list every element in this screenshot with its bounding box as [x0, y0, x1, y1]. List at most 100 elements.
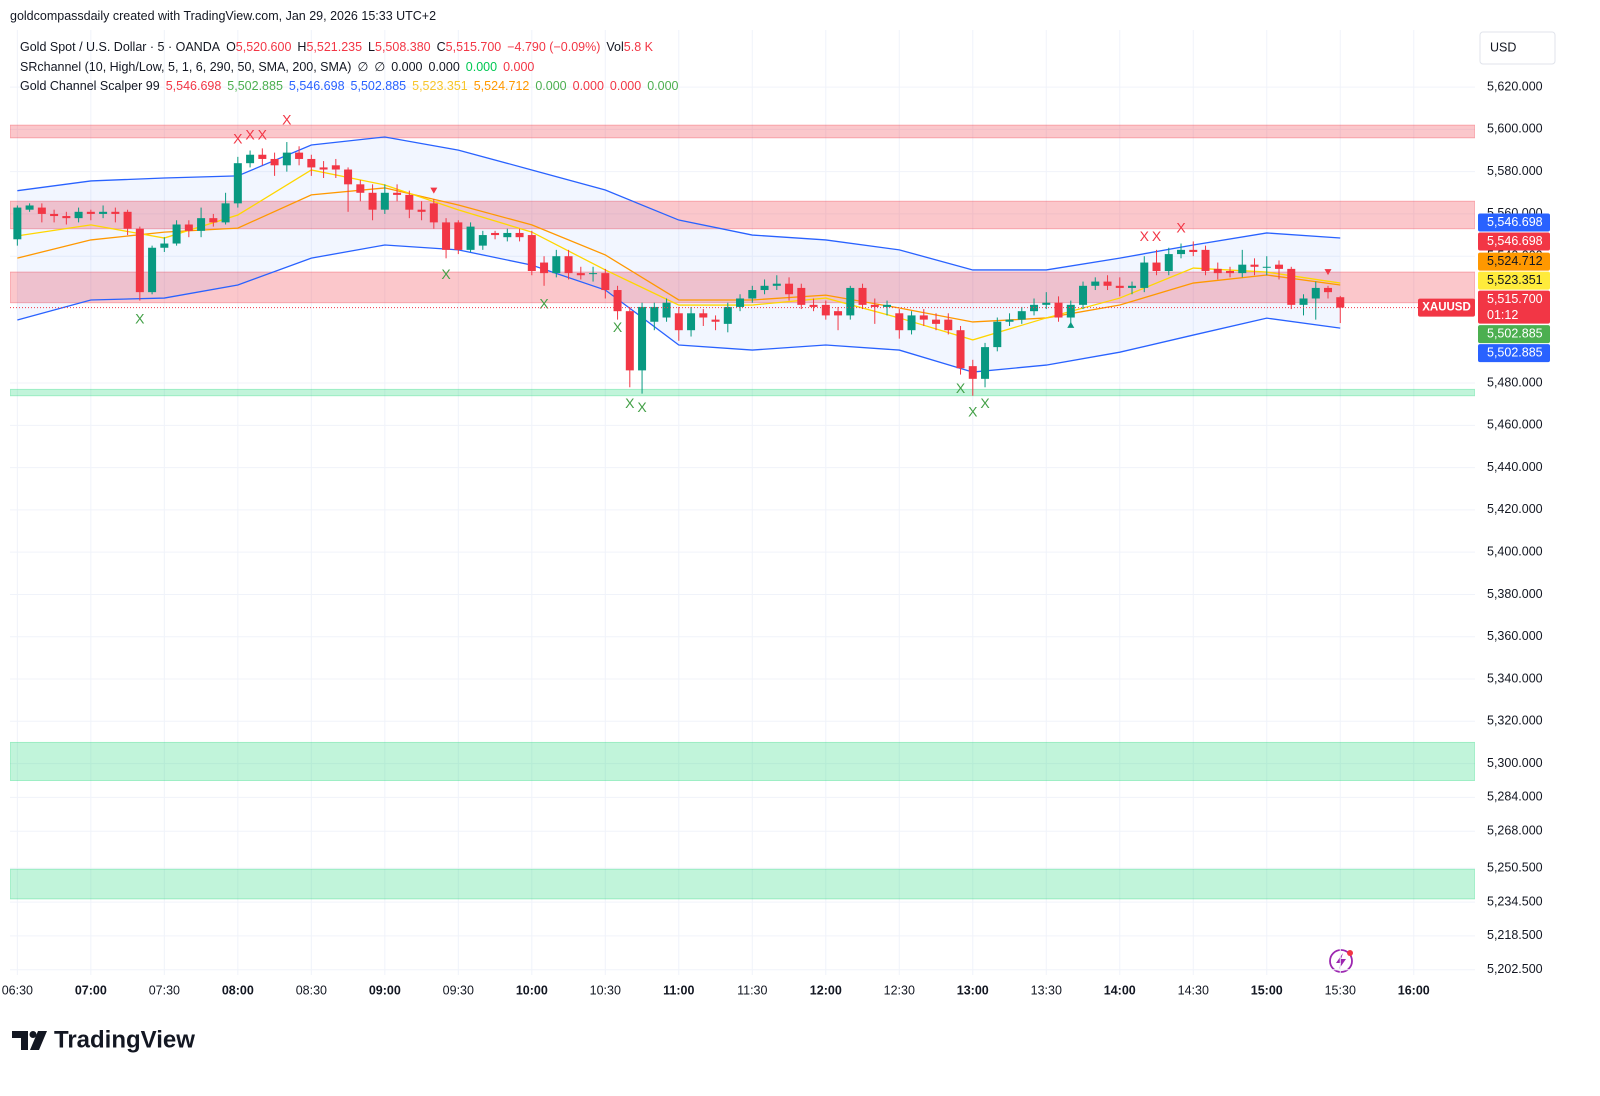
y-tick-label: 5,380.000 — [1487, 587, 1543, 601]
candle-body — [919, 315, 928, 320]
legend-group: 0.000 — [647, 79, 678, 93]
candle-body — [711, 319, 720, 322]
legend-group: H5,521.235 — [297, 40, 362, 54]
x-tick-label: 14:30 — [1178, 983, 1209, 997]
signal-marker: X — [637, 399, 647, 415]
signal-marker: X — [1140, 228, 1150, 244]
candle-body — [674, 313, 683, 331]
y-tick-label: 5,218.500 — [1487, 928, 1543, 942]
candle-body — [37, 207, 46, 214]
price-label-box — [1478, 252, 1550, 271]
x-tick-label: 06:30 — [2, 983, 33, 997]
price-label: 5,523.351 — [1487, 273, 1543, 287]
x-tick-label: 13:00 — [957, 983, 989, 997]
candle-body — [246, 154, 255, 164]
legend-group: 5,524.712 — [474, 79, 530, 93]
legend-group: 5,502.885 — [351, 79, 407, 93]
y-tick-label: 5,284.000 — [1487, 790, 1543, 804]
legend-group: 0.000 — [535, 79, 566, 93]
symbol-tag-box — [1418, 298, 1475, 317]
tradingview-logo[interactable]: TradingView — [12, 1026, 195, 1053]
legend-item: SRchannel (10, High/Low, 5, 1, 6, 290, 5… — [20, 59, 352, 74]
candle-body — [282, 152, 291, 166]
y-tick-label: 5,460.000 — [1487, 418, 1543, 432]
candle-body — [466, 226, 475, 250]
candle-body — [552, 256, 561, 274]
x-tick-label: 09:00 — [369, 983, 401, 997]
candle-body — [270, 158, 279, 166]
candle-body — [209, 218, 218, 223]
candle-body — [527, 235, 536, 272]
candle-body — [344, 169, 353, 185]
candle-body — [650, 306, 659, 322]
legend-item: 0.000 — [428, 59, 460, 74]
x-tick-label: 08:30 — [296, 983, 327, 997]
x-tick-label: 13:30 — [1031, 983, 1062, 997]
legend-item: 0.000 — [465, 59, 498, 74]
signal-marker: X — [258, 126, 268, 142]
candle-body — [135, 228, 144, 293]
y-tick-label: 5,300.000 — [1487, 756, 1543, 770]
candle-body — [956, 330, 965, 369]
y-tick-label: 5,234.500 — [1487, 894, 1543, 908]
lightning-icon[interactable] — [1329, 949, 1353, 973]
candle-body — [1017, 311, 1026, 320]
legend-item: 0.000 — [609, 79, 642, 93]
candle-body — [1226, 271, 1235, 274]
overlay-line — [17, 244, 1341, 373]
candle-body — [1164, 254, 1173, 272]
x-tick-label: 15:30 — [1325, 983, 1356, 997]
candle-body — [613, 290, 622, 312]
x-tick-label: 12:00 — [810, 983, 842, 997]
y-tick-label: 5,250.500 — [1487, 861, 1543, 875]
candle-body — [172, 224, 181, 244]
candle-body — [417, 209, 426, 212]
signal-marker: X — [968, 403, 978, 419]
candle-body — [1030, 304, 1039, 312]
candle-body — [772, 283, 781, 286]
price-label-box — [1478, 271, 1550, 290]
candle-body — [809, 304, 818, 307]
overlay-line — [17, 187, 1341, 323]
signal-marker: X — [956, 380, 966, 396]
signal-marker: X — [1152, 228, 1162, 244]
candle-body — [295, 152, 304, 159]
currency[interactable]: USD — [1490, 40, 1516, 54]
zone — [10, 741, 1475, 782]
zone — [10, 124, 1475, 139]
candle-body — [1152, 262, 1161, 272]
candle-body — [233, 163, 242, 204]
candle-body — [1311, 287, 1320, 299]
signal-marker: X — [135, 310, 145, 326]
candle-body — [74, 211, 83, 219]
candle-body — [478, 235, 487, 246]
candle-body — [1262, 266, 1271, 268]
y-tick-label: 5,360.000 — [1487, 629, 1543, 643]
signal-marker: X — [625, 395, 635, 411]
logo-text: TradingView — [54, 1026, 195, 1053]
legend: Gold Spot / U.S. Dollar · 5 · OANDA O 5,52… — [20, 38, 684, 97]
x-tick-label: 11:30 — [737, 983, 767, 997]
candle-body — [834, 311, 843, 316]
price-label: 5,515.700 — [1487, 292, 1543, 306]
x-tick-label: 07:30 — [149, 983, 180, 997]
legend-item: O — [226, 40, 236, 54]
candle-body — [760, 285, 769, 291]
price-label-box — [1478, 232, 1550, 251]
legend-item: C — [436, 40, 446, 54]
legend-group: 0.000 — [610, 79, 641, 93]
legend-group: 5,523.351 — [412, 79, 468, 93]
y-tick-label: 5,600.000 — [1487, 122, 1543, 136]
legend-group: 0.000 — [429, 60, 460, 74]
price-label: 5,546.698 — [1487, 234, 1543, 248]
zone — [10, 271, 1475, 304]
legend-group: Gold Spot / U.S. Dollar · 5 · OANDA — [20, 40, 220, 54]
price-label: 5,546.698 — [1487, 215, 1543, 229]
y-tick-label: 5,440.000 — [1487, 460, 1543, 474]
y-tick-label: 5,202.500 — [1487, 962, 1543, 976]
x-tick-label: 16:00 — [1398, 983, 1430, 997]
legend-item: ∅ — [374, 59, 386, 74]
candle-body — [86, 211, 95, 214]
candle-body — [576, 273, 585, 276]
